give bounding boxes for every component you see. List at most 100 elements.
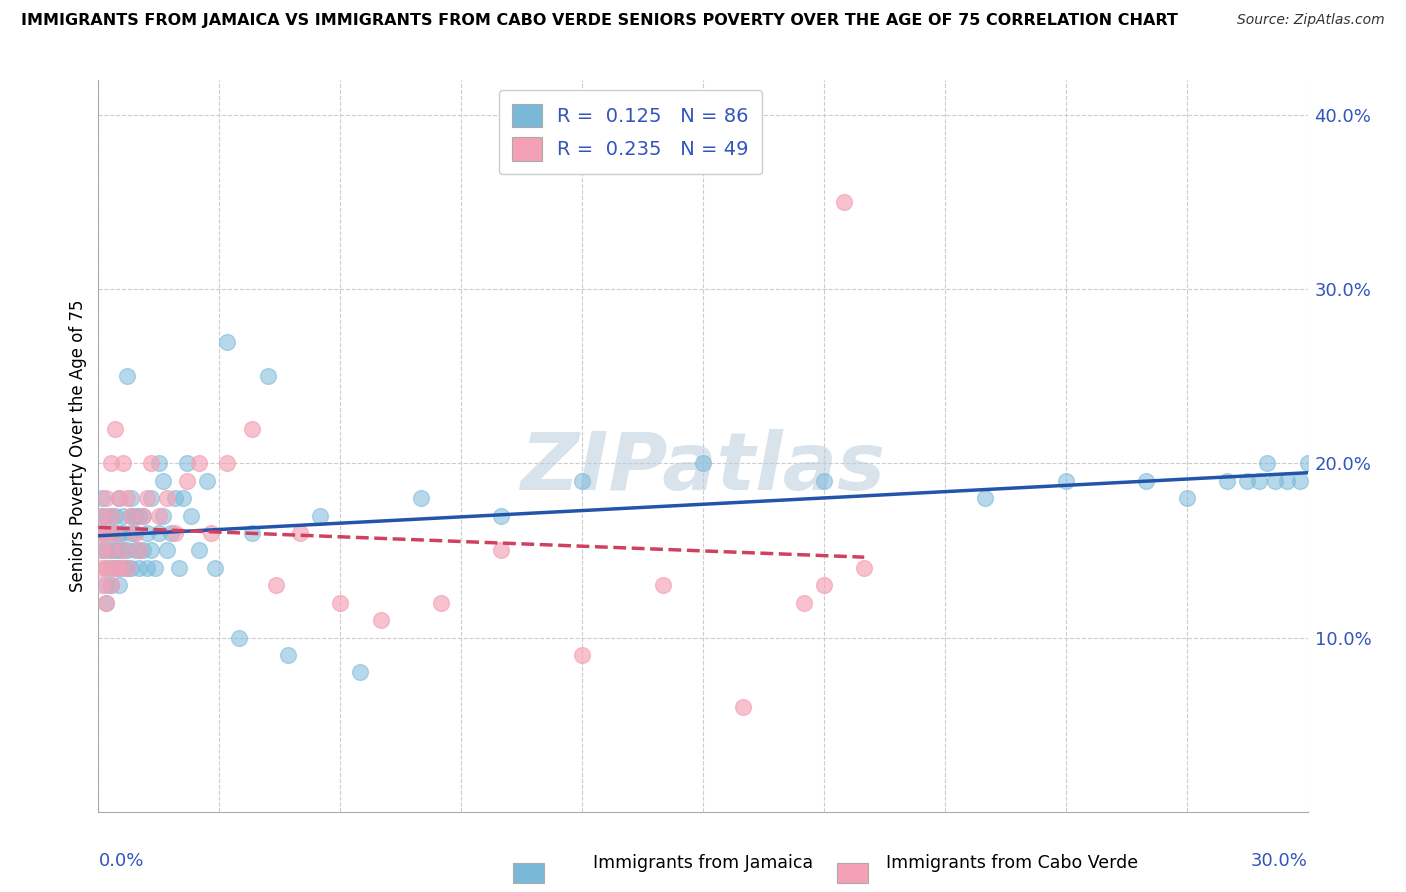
Point: [1264, 474, 1286, 488]
Point: [1236, 474, 1258, 488]
Point: [651, 578, 673, 592]
Point: [160, 526, 183, 541]
Point: [107, 491, 129, 506]
Point: [1054, 474, 1077, 488]
Point: [111, 543, 134, 558]
Point: [152, 508, 174, 523]
Point: [128, 561, 150, 575]
Point: [103, 561, 125, 575]
Point: [152, 474, 174, 488]
Point: [217, 457, 239, 471]
Point: [1277, 474, 1299, 488]
Point: [96, 596, 118, 610]
Point: [115, 561, 138, 575]
Point: [120, 508, 142, 523]
Point: [96, 526, 118, 541]
Point: [107, 578, 129, 592]
Text: ZIPatlas: ZIPatlas: [520, 429, 886, 507]
Point: [91, 561, 114, 575]
Point: [491, 543, 513, 558]
Point: [96, 596, 118, 610]
Point: [853, 561, 876, 575]
Point: [139, 543, 162, 558]
Point: [115, 543, 138, 558]
Point: [124, 526, 146, 541]
Point: [103, 543, 125, 558]
Point: [135, 526, 157, 541]
Point: [1288, 474, 1310, 488]
Point: [120, 561, 142, 575]
Point: [91, 543, 114, 558]
Point: [1135, 474, 1157, 488]
Point: [793, 596, 815, 610]
Point: [100, 578, 122, 592]
Point: [188, 457, 211, 471]
Text: 30.0%: 30.0%: [1251, 852, 1308, 870]
Point: [1296, 457, 1319, 471]
Point: [124, 508, 146, 523]
Point: [96, 578, 118, 592]
Point: [309, 508, 332, 523]
Point: [124, 543, 146, 558]
Point: [100, 543, 122, 558]
Point: [228, 631, 250, 645]
Point: [135, 491, 157, 506]
Point: [430, 596, 453, 610]
Point: [111, 457, 134, 471]
Point: [176, 474, 198, 488]
Point: [128, 543, 150, 558]
Point: [120, 508, 142, 523]
Point: [100, 526, 122, 541]
Point: [96, 561, 118, 575]
Point: [264, 578, 287, 592]
Point: [120, 526, 142, 541]
Point: [107, 561, 129, 575]
Point: [156, 491, 179, 506]
Point: [148, 508, 170, 523]
Point: [111, 508, 134, 523]
Point: [163, 491, 186, 506]
Point: [103, 421, 125, 435]
Point: [107, 491, 129, 506]
Point: [128, 543, 150, 558]
Point: [128, 508, 150, 523]
Point: [1216, 474, 1239, 488]
Point: [96, 526, 118, 541]
Point: [91, 491, 114, 506]
Point: [135, 561, 157, 575]
Point: [200, 526, 222, 541]
Point: [195, 474, 218, 488]
Point: [180, 508, 202, 523]
Point: [100, 508, 122, 523]
Point: [1175, 491, 1198, 506]
Point: [100, 561, 122, 575]
Point: [132, 543, 155, 558]
Point: [240, 421, 263, 435]
Point: [256, 369, 278, 384]
Point: [188, 543, 211, 558]
Point: [491, 508, 513, 523]
Point: [692, 457, 714, 471]
Point: [115, 491, 138, 506]
Point: [100, 457, 122, 471]
Point: [148, 526, 170, 541]
Point: [156, 543, 179, 558]
Point: [143, 561, 166, 575]
Point: [217, 334, 239, 349]
Point: [103, 526, 125, 541]
Point: [115, 561, 138, 575]
Point: [163, 526, 186, 541]
Point: [167, 561, 190, 575]
Point: [1249, 474, 1271, 488]
Point: [132, 508, 155, 523]
Point: [571, 648, 593, 662]
Point: [139, 457, 162, 471]
Point: [277, 648, 299, 662]
Point: [91, 508, 114, 523]
Point: [240, 526, 263, 541]
Point: [103, 508, 125, 523]
Point: [409, 491, 432, 506]
Text: Immigrants from Cabo Verde: Immigrants from Cabo Verde: [886, 855, 1139, 872]
Point: [204, 561, 226, 575]
Point: [120, 491, 142, 506]
